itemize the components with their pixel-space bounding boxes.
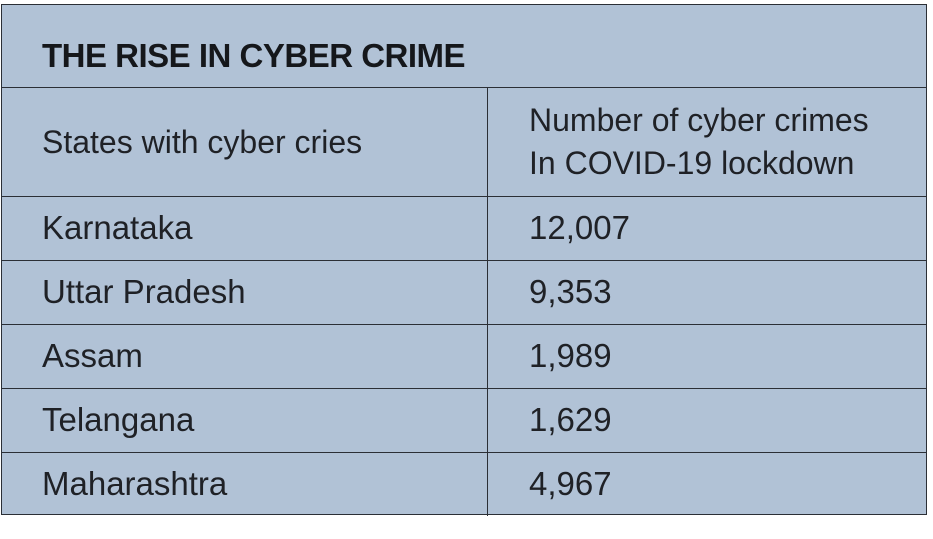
- count-cell: 1,629: [529, 401, 612, 439]
- state-cell: Karnataka: [2, 197, 488, 260]
- column-header-crime-count-text: Number of cyber crimes In COVID-19 lockd…: [529, 99, 869, 185]
- state-cell: Telangana: [2, 389, 488, 452]
- table-title: THE RISE IN CYBER CRIME: [42, 37, 466, 74]
- state-cell: Assam: [2, 325, 488, 388]
- state-cell: Maharashtra: [2, 453, 488, 516]
- column-header-states: States with cyber cries: [2, 88, 488, 196]
- table-header-row: States with cyber cries Number of cyber …: [2, 88, 926, 197]
- table-row: Maharashtra 4,967: [2, 453, 926, 516]
- cyber-crime-table: THE RISE IN CYBER CRIME States with cybe…: [1, 4, 927, 516]
- table-row: Karnataka 12,007: [2, 197, 926, 261]
- table-row: Assam 1,989: [2, 325, 926, 389]
- table-title-row: THE RISE IN CYBER CRIME: [2, 5, 926, 88]
- column-header-crime-count-line2: In COVID-19 lockdown: [529, 145, 855, 181]
- table-row: Uttar Pradesh 9,353: [2, 261, 926, 325]
- table-row: Telangana 1,629: [2, 389, 926, 453]
- state-cell: Uttar Pradesh: [2, 261, 488, 324]
- count-cell: 1,989: [529, 337, 612, 375]
- column-header-crime-count: Number of cyber crimes In COVID-19 lockd…: [488, 88, 928, 196]
- count-cell: 12,007: [529, 209, 630, 247]
- count-cell: 9,353: [529, 273, 612, 311]
- column-header-crime-count-line1: Number of cyber crimes: [529, 101, 869, 138]
- count-cell: 4,967: [529, 465, 612, 503]
- column-header-states-label: States with cyber cries: [42, 123, 363, 160]
